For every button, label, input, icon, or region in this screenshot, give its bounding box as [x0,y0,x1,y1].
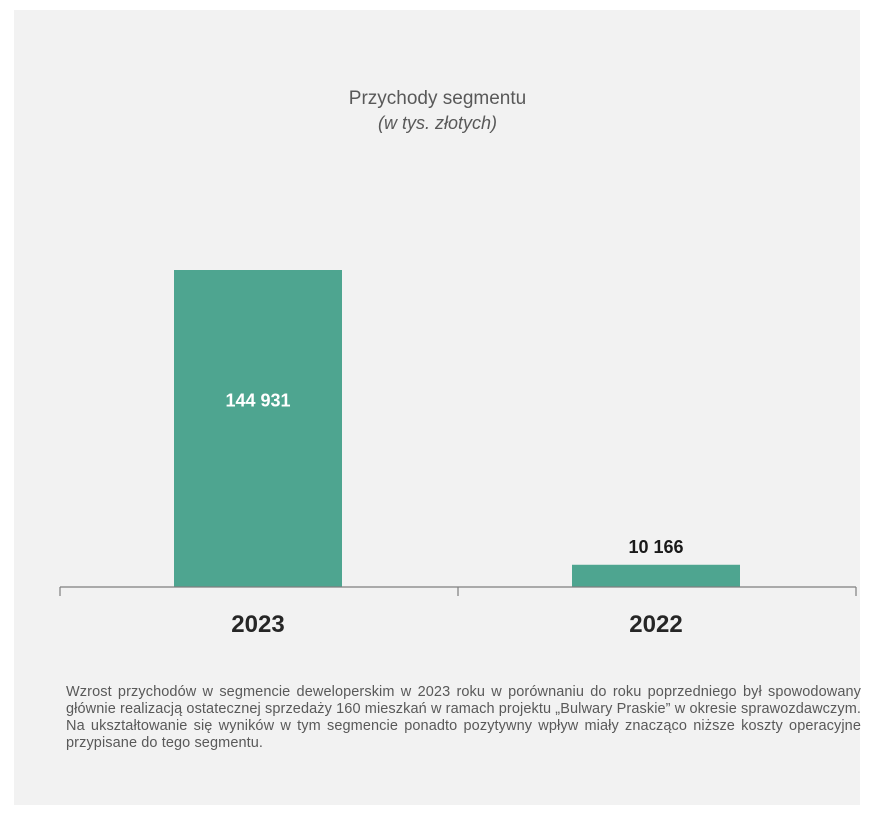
chart-caption: Wzrost przychodów w segmencie dewelopers… [66,684,861,751]
bar-2022 [572,564,740,587]
data-label-2023: 144 931 [225,390,290,410]
chart-title: Przychody segmentu [348,88,527,109]
data-label-2022: 10 166 [628,537,683,557]
bar-chart: 144 931 2023 10 166 2022 [59,270,857,638]
chart-subtitle: (w tys. złotych) [377,113,497,133]
chart-panel [14,10,860,805]
bar-2023 [174,270,342,587]
x-tick-label-2022: 2022 [629,611,682,638]
x-tick-label-2023: 2023 [231,611,284,638]
